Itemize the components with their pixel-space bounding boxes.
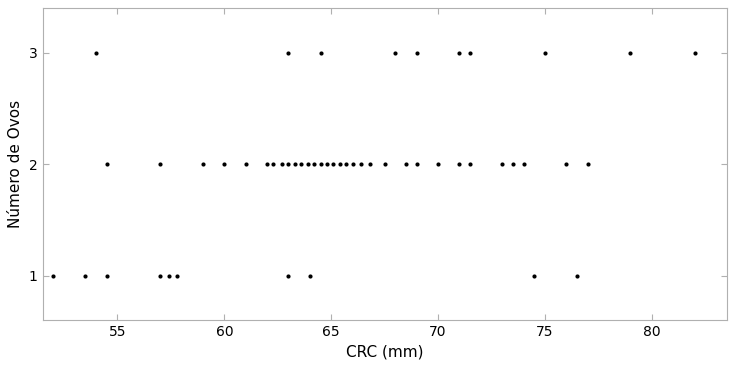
Point <box>79 273 91 279</box>
Point <box>321 161 333 167</box>
Point <box>347 161 359 167</box>
Point <box>625 50 637 56</box>
Point <box>411 161 423 167</box>
Point <box>282 161 294 167</box>
Point <box>465 50 476 56</box>
Point <box>315 161 326 167</box>
Point <box>163 273 175 279</box>
Point <box>379 161 390 167</box>
Point <box>268 161 279 167</box>
Point <box>539 50 551 56</box>
Point <box>282 50 294 56</box>
X-axis label: CRC (mm): CRC (mm) <box>346 345 423 360</box>
Point <box>154 273 166 279</box>
Point <box>465 161 476 167</box>
Point <box>334 161 345 167</box>
Point <box>48 273 60 279</box>
Point <box>571 273 583 279</box>
Point <box>328 161 340 167</box>
Point <box>261 161 273 167</box>
Point <box>364 161 376 167</box>
Point <box>218 161 230 167</box>
Point <box>276 161 288 167</box>
Point <box>561 161 573 167</box>
Point <box>171 273 183 279</box>
Point <box>355 161 367 167</box>
Point <box>689 50 700 56</box>
Point <box>582 161 594 167</box>
Point <box>240 161 251 167</box>
Point <box>295 161 307 167</box>
Point <box>340 161 352 167</box>
Point <box>101 273 112 279</box>
Point <box>390 50 401 56</box>
Point <box>154 161 166 167</box>
Point <box>453 161 465 167</box>
Point <box>197 161 209 167</box>
Point <box>496 161 508 167</box>
Point <box>302 161 314 167</box>
Point <box>308 161 320 167</box>
Point <box>289 161 301 167</box>
Point <box>507 161 519 167</box>
Point <box>411 50 423 56</box>
Point <box>282 273 294 279</box>
Point <box>453 50 465 56</box>
Y-axis label: Número de Ovos: Número de Ovos <box>8 100 24 229</box>
Point <box>400 161 412 167</box>
Point <box>528 273 540 279</box>
Point <box>315 50 326 56</box>
Point <box>432 161 444 167</box>
Point <box>101 161 112 167</box>
Point <box>304 273 316 279</box>
Point <box>90 50 102 56</box>
Point <box>517 161 529 167</box>
